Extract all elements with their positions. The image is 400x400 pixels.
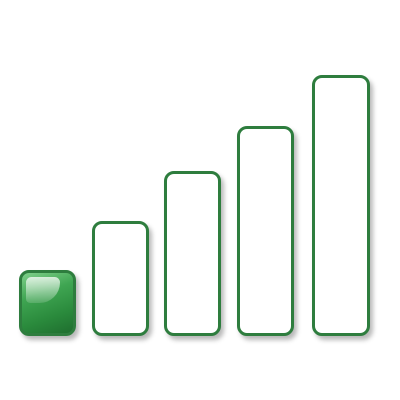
bar-gloss-highlight <box>26 277 60 303</box>
signal-bar-1 <box>19 270 76 336</box>
signal-bar-4 <box>237 126 294 336</box>
signal-bar-3 <box>164 171 221 336</box>
signal-bar-5 <box>312 75 370 336</box>
signal-bar-2 <box>92 221 149 336</box>
